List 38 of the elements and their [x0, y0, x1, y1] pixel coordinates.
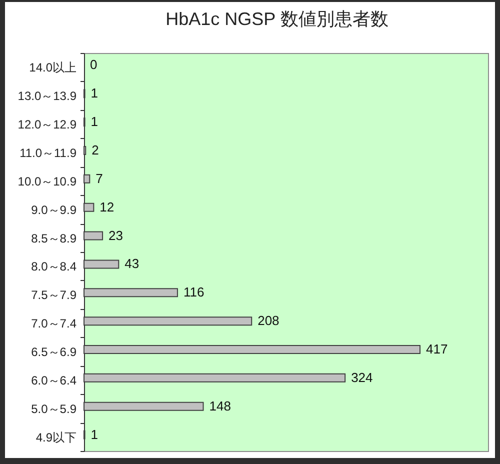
bar: [84, 345, 420, 354]
y-tick-label: 8.0～8.4: [31, 260, 77, 274]
bar: [84, 231, 104, 240]
data-label: 12: [100, 199, 114, 214]
y-tick-label: 12.0～12.9: [18, 118, 77, 132]
bar: [84, 174, 90, 184]
y-tick-label: 7.0～7.4: [31, 316, 77, 331]
data-label: 116: [183, 284, 204, 300]
data-label: 417: [426, 342, 448, 356]
data-label: 7: [96, 170, 103, 186]
y-tick-label: 6.0～6.4: [31, 373, 77, 388]
y-tick-label: 11.0～11.9: [20, 146, 77, 160]
data-label: 0: [90, 57, 98, 72]
data-label: 208: [258, 313, 280, 328]
bar: [84, 316, 252, 326]
y-tick-label: 4.9以下: [36, 430, 76, 444]
y-tick-label: 8.5～8.9: [31, 231, 77, 246]
bar: [84, 260, 120, 269]
y-tick-label: 6.5～6.9: [31, 345, 77, 359]
bar: [84, 373, 346, 382]
data-label: 43: [124, 256, 140, 272]
y-tick-label: 14.0以上: [29, 60, 76, 75]
bar: [84, 288, 178, 298]
y-tick-label: 10.0～10.9: [18, 174, 77, 188]
data-label: 2: [92, 142, 99, 158]
data-label: 1: [90, 426, 98, 442]
data-label: 1: [90, 114, 98, 130]
y-tick-label: 9.0～9.9: [31, 202, 77, 217]
bar: [84, 202, 94, 212]
data-label: 148: [209, 398, 231, 414]
data-label: 1: [90, 86, 98, 101]
y-tick-label: 13.0～13.9: [18, 89, 77, 104]
y-tick-label: 7.5～7.9: [31, 288, 77, 302]
data-label: 23: [108, 228, 123, 243]
y-tick-label: 5.0～5.9: [31, 402, 77, 416]
chart-title: HbA1c NGSP 数値別患者数: [166, 9, 388, 29]
data-label: 324: [351, 370, 373, 385]
bar: [84, 402, 204, 411]
